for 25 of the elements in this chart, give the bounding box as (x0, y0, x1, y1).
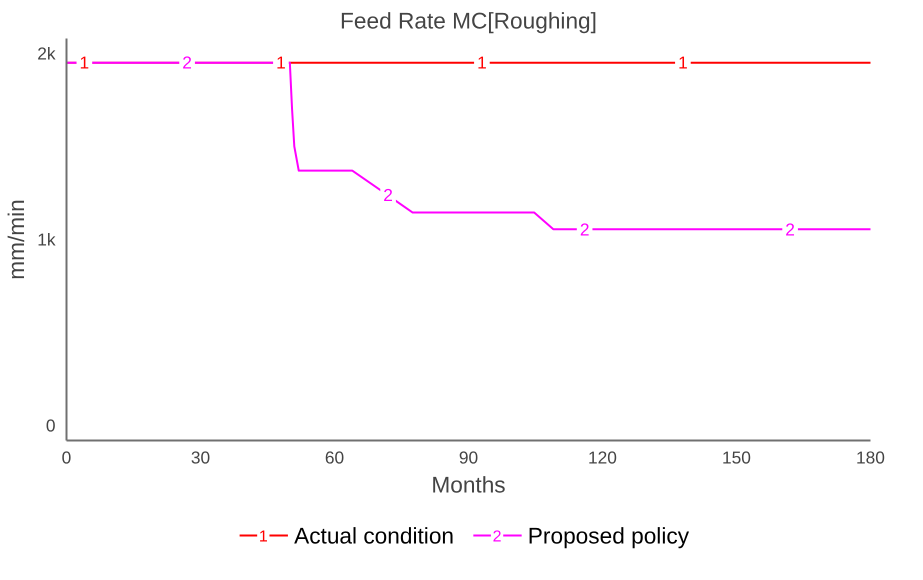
y-tick-label: 1k (37, 230, 56, 250)
x-tick-label: 30 (190, 448, 210, 468)
annotation: 2 (182, 52, 192, 73)
y-axis-title: mm/min (3, 199, 30, 280)
annotation: 2 (580, 219, 590, 240)
annotation: 1 (477, 52, 487, 73)
x-tick-label: 0 (62, 448, 72, 468)
x-tick-label: 150 (722, 448, 751, 468)
x-tick-label: 120 (588, 448, 617, 468)
x-tick-label: 180 (856, 448, 885, 468)
x-tick-label: 90 (458, 448, 478, 468)
annotation: 1 (80, 52, 90, 73)
x-axis-title: Months (431, 472, 506, 498)
y-tick-label: 0 (46, 416, 56, 436)
y-tick-label: 2k (37, 43, 56, 64)
text: 2 (492, 528, 502, 546)
legend-label: Proposed policy (528, 522, 690, 548)
legend-label: Actual condition (294, 522, 454, 548)
x-tick-label: 60 (324, 448, 344, 468)
annotation: 1 (276, 52, 286, 73)
text: 1 (258, 528, 268, 546)
annotation: 2 (785, 219, 795, 240)
chart-title: Feed Rate MC[Roughing] (340, 8, 597, 34)
annotation: 2 (383, 184, 393, 205)
annotation: 1 (678, 52, 688, 73)
